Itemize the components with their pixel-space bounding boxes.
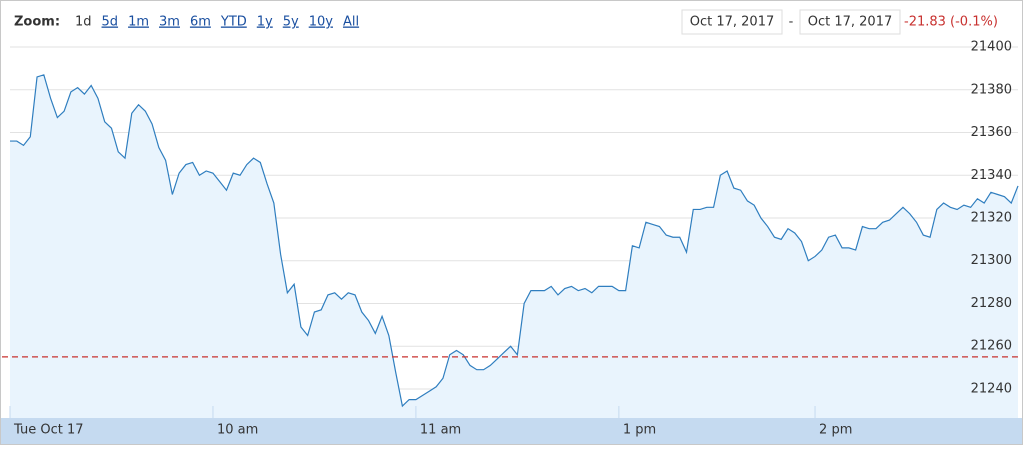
zoom-option[interactable]: 10y [309, 15, 334, 30]
x-axis: Tue Oct 17 10 am 11 am 1 pm 2 pm [9, 406, 852, 438]
y-tick-label: 21260 [971, 339, 1012, 354]
plot: 21240 21260 21280 21300 21320 21340 21360 21380… [2, 40, 1022, 419]
x-tick-label: 2 pm [819, 423, 852, 438]
zoom-label: Zoom: [14, 15, 60, 30]
x-tick-label: 10 am [217, 423, 258, 438]
zoom-option[interactable]: 5d [102, 15, 119, 30]
y-tick-label: 21340 [971, 168, 1012, 183]
date-to-box[interactable] [799, 9, 901, 35]
x-tick-label: 1 pm [623, 423, 656, 438]
zoom-option[interactable]: YTD [220, 15, 247, 30]
y-tick-label: 21240 [971, 381, 1012, 396]
zoom-option[interactable]: All [343, 15, 359, 30]
date-from-box[interactable] [681, 9, 783, 35]
y-tick-label: 21380 [971, 82, 1012, 97]
x-axis-band [1, 418, 1022, 444]
line [10, 74, 1019, 408]
x-tick-label: 11 am [420, 423, 461, 438]
zoom-option[interactable]: 5y [283, 15, 299, 30]
y-tick-label: 21300 [971, 253, 1012, 268]
area [10, 74, 1018, 419]
x-tick-label: Tue Oct 17 [13, 423, 84, 438]
zoom-option[interactable]: 1m [128, 15, 149, 30]
zoom-option[interactable]: 3m [159, 15, 180, 30]
date-from[interactable]: Oct 17, 2017 [690, 15, 775, 30]
zoom-option[interactable]: 1d [75, 15, 92, 30]
date-to[interactable]: Oct 17, 2017 [808, 15, 893, 30]
y-tick-label: 21280 [971, 296, 1012, 311]
zoom-option[interactable]: 1y [257, 15, 273, 30]
zoom-options: 1d 5d 1m 3m 6m YTD 1y 5y 10y All [75, 15, 359, 30]
y-tick-label: 21400 [971, 40, 1012, 55]
zoom-option[interactable]: 6m [190, 15, 211, 30]
y-tick-label: 21320 [971, 210, 1012, 225]
change: -21.83 (-0.1%) [904, 15, 998, 30]
separator: - [789, 15, 794, 30]
y-tick-label: 21360 [971, 125, 1012, 140]
